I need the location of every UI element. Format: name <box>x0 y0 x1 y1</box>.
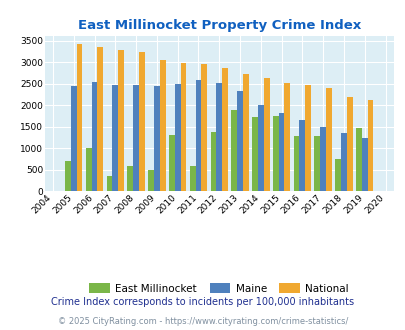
Bar <box>65 161 71 191</box>
Bar <box>77 44 82 191</box>
Bar <box>85 148 92 191</box>
Bar <box>118 50 124 191</box>
Bar <box>107 176 112 191</box>
Text: © 2025 CityRating.com - https://www.cityrating.com/crime-statistics/: © 2025 CityRating.com - https://www.city… <box>58 317 347 326</box>
Bar <box>160 60 165 191</box>
Bar <box>231 110 237 191</box>
Bar <box>195 81 201 191</box>
Bar <box>237 91 242 191</box>
Bar <box>340 133 346 191</box>
Bar <box>284 82 290 191</box>
Bar <box>252 117 257 191</box>
Bar <box>361 138 367 191</box>
Bar <box>320 127 325 191</box>
Bar <box>299 120 305 191</box>
Bar <box>222 68 227 191</box>
Bar <box>257 105 263 191</box>
Bar <box>180 63 186 191</box>
Bar <box>278 113 284 191</box>
Bar <box>97 47 103 191</box>
Bar <box>92 82 97 191</box>
Bar <box>367 100 373 191</box>
Bar <box>168 135 174 191</box>
Bar <box>189 166 195 191</box>
Bar <box>305 85 310 191</box>
Bar <box>139 52 145 191</box>
Bar <box>210 132 216 191</box>
Bar <box>335 159 340 191</box>
Bar <box>346 97 352 191</box>
Bar <box>355 128 361 191</box>
Text: Crime Index corresponds to incidents per 100,000 inhabitants: Crime Index corresponds to incidents per… <box>51 297 354 307</box>
Bar <box>293 137 299 191</box>
Bar <box>201 64 207 191</box>
Bar <box>325 88 331 191</box>
Title: East Millinocket Property Crime Index: East Millinocket Property Crime Index <box>77 19 360 32</box>
Bar <box>313 137 320 191</box>
Bar <box>174 84 180 191</box>
Bar <box>71 86 77 191</box>
Bar <box>148 170 153 191</box>
Bar <box>216 82 222 191</box>
Bar <box>272 116 278 191</box>
Legend: East Millinocket, Maine, National: East Millinocket, Maine, National <box>85 279 352 298</box>
Bar <box>133 85 139 191</box>
Bar <box>127 166 133 191</box>
Bar <box>112 85 118 191</box>
Bar <box>153 86 160 191</box>
Bar <box>263 78 269 191</box>
Bar <box>242 74 248 191</box>
